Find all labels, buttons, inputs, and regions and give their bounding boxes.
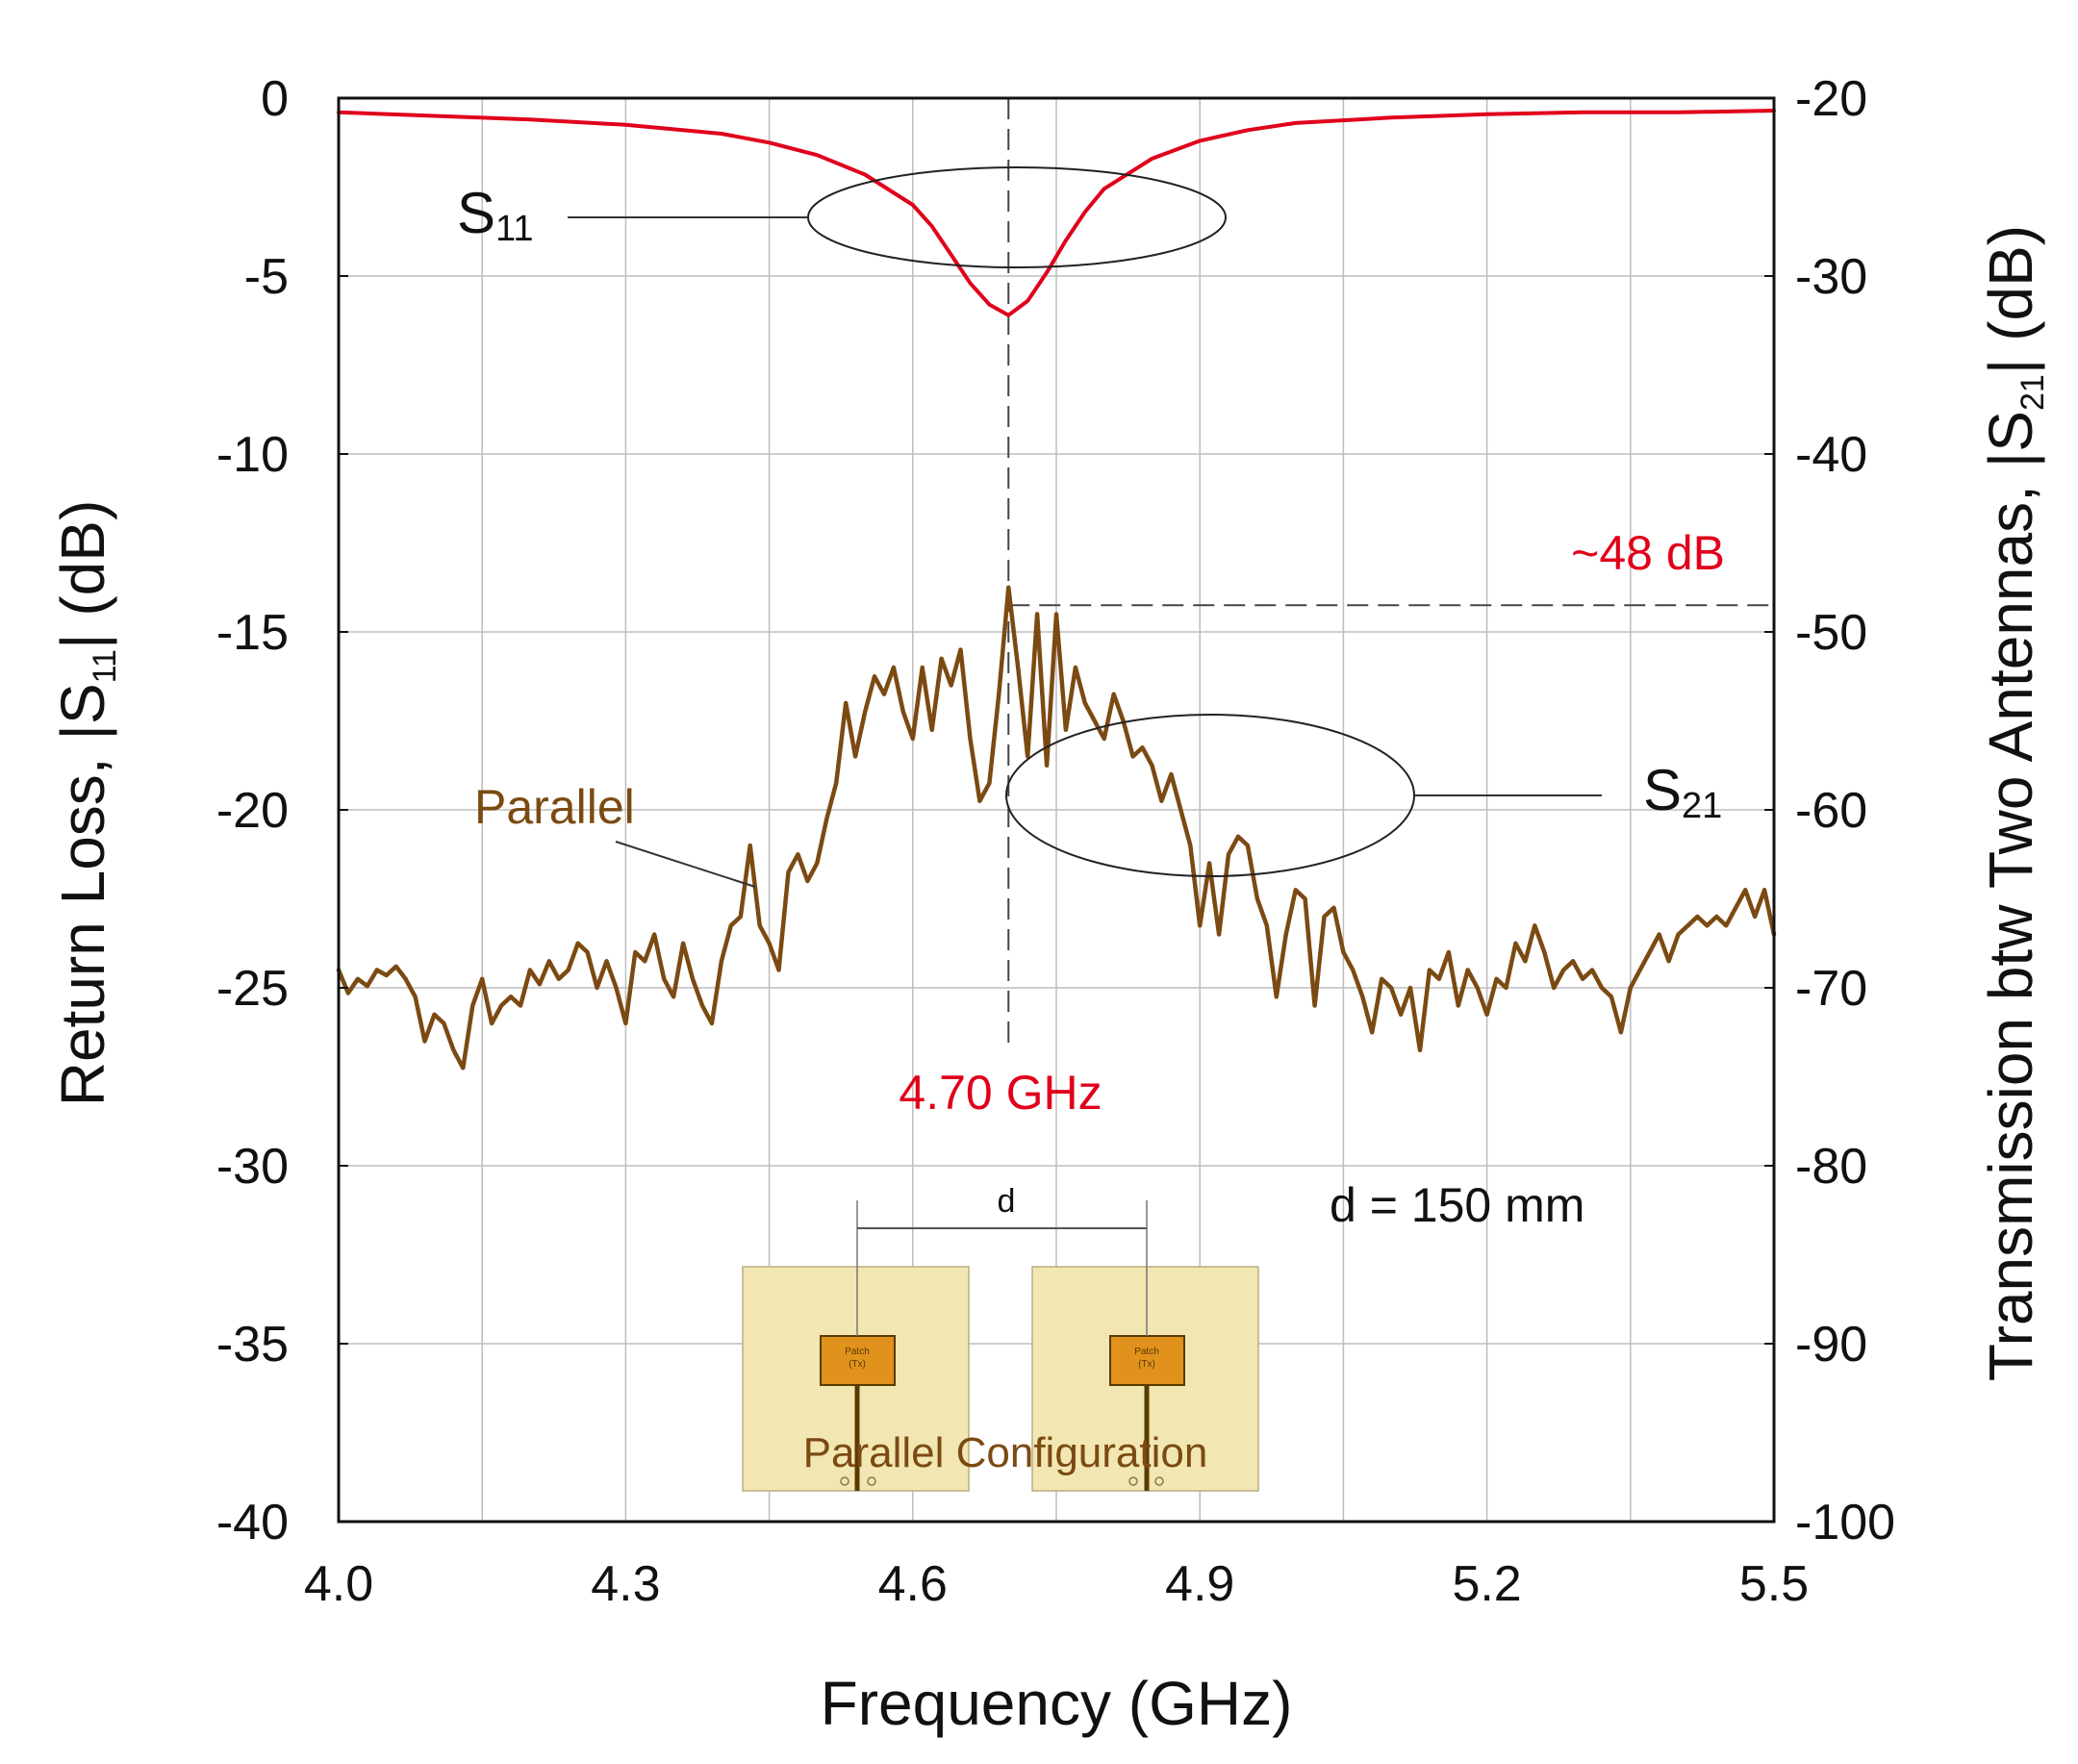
y-left-tick-label: -20 <box>216 783 289 839</box>
y-left-tick-label: -40 <box>216 1495 289 1550</box>
annotation-ellipses <box>568 166 1602 888</box>
s21-ellipse <box>1005 714 1415 877</box>
reference-lines <box>1007 98 1774 1044</box>
s21-label: S21 <box>1643 758 1722 826</box>
inset-d-label: d <box>998 1183 1016 1220</box>
inset-connector-left <box>840 1476 849 1486</box>
y-left-axis-title: Return Loss, |S11| (dB) <box>48 500 123 1107</box>
parallel-configuration-inset: Patch (Tx) Patch (Tx) d Parallel Configu… <box>742 1183 1259 1492</box>
s21-line <box>336 585 1777 1071</box>
axis-ticks: 4.0 4.3 4.6 4.9 5.2 5.5 0 -5 -10 -15 -20 -25 -30 -35 -… <box>216 71 1895 1612</box>
x-tick-label: 4.3 <box>591 1556 660 1612</box>
x-axis-title: Frequency (GHz) <box>821 1669 1293 1738</box>
grid <box>339 98 1774 1522</box>
series <box>336 109 1777 1071</box>
s11-ellipse <box>807 166 1227 268</box>
x-tick-label: 4.6 <box>878 1556 948 1612</box>
s11-label: S11 <box>457 181 533 249</box>
frequency-marker-label: 4.70 GHz <box>899 1066 1102 1120</box>
s11-label-main: S <box>457 181 495 245</box>
inset-connector-right <box>1128 1476 1138 1486</box>
parallel-label: Parallel <box>474 780 635 834</box>
y-right-title-tail: | (dB) <box>1976 225 2045 374</box>
y-right-tick-label: -40 <box>1795 427 1867 483</box>
x-tick-label: 5.2 <box>1452 1556 1521 1612</box>
distance-label: d = 150 mm <box>1330 1178 1584 1232</box>
y-left-tick-label: -25 <box>216 961 289 1017</box>
s21-label-sub: 21 <box>1682 786 1722 826</box>
y-left-tick-label: -5 <box>244 249 289 305</box>
s11-label-sub: 11 <box>495 209 533 249</box>
inset-patch-right-text: Patch <box>1134 1347 1159 1357</box>
y-right-tick-label: -70 <box>1795 961 1867 1017</box>
inset-connector-right-2 <box>1154 1476 1164 1486</box>
y-right-tick-label: -50 <box>1795 605 1867 661</box>
inset-patch-right-sub: (Tx) <box>1138 1359 1155 1370</box>
y-left-tick-label: -15 <box>216 605 289 661</box>
y-left-tick-label: -10 <box>216 427 289 483</box>
y-left-tick-label: -30 <box>216 1139 289 1195</box>
inset-patch-left-sub: (Tx) <box>849 1359 866 1370</box>
parallel-leader <box>615 841 756 888</box>
inset-patch-left-text: Patch <box>845 1347 870 1357</box>
y-right-title-main: Transmission btw Two Antennas, |S <box>1976 411 2045 1381</box>
y-left-tick-label: -35 <box>216 1317 289 1373</box>
y-left-title-sub: 11 <box>87 649 123 683</box>
level-label: ~48 dB <box>1571 526 1725 580</box>
y-left-tick-label: 0 <box>261 71 289 127</box>
y-right-tick-label: -30 <box>1795 249 1867 305</box>
y-left-title-main: Return Loss, |S <box>48 683 117 1106</box>
inset-connector-left-2 <box>867 1476 876 1486</box>
s11-line <box>337 109 1776 317</box>
y-right-tick-label: -90 <box>1795 1317 1867 1373</box>
s21-label-main: S <box>1643 758 1682 822</box>
y-right-title-sub: 21 <box>2015 374 2051 411</box>
inset-patch-right <box>1109 1335 1185 1386</box>
y-right-tick-label: -100 <box>1795 1495 1895 1550</box>
x-tick-label: 4.9 <box>1165 1556 1234 1612</box>
y-right-axis-title: Transmission btw Two Antennas, |S21| (dB… <box>1976 225 2051 1381</box>
x-tick-label: 5.5 <box>1739 1556 1809 1612</box>
x-tick-label: 4.0 <box>304 1556 373 1612</box>
y-right-tick-label: -80 <box>1795 1139 1867 1195</box>
y-right-tick-label: -60 <box>1795 783 1867 839</box>
inset-caption: Parallel Configuration <box>803 1429 1208 1476</box>
y-left-title-tail: | (dB) <box>48 500 117 649</box>
y-right-tick-label: -20 <box>1795 71 1867 127</box>
